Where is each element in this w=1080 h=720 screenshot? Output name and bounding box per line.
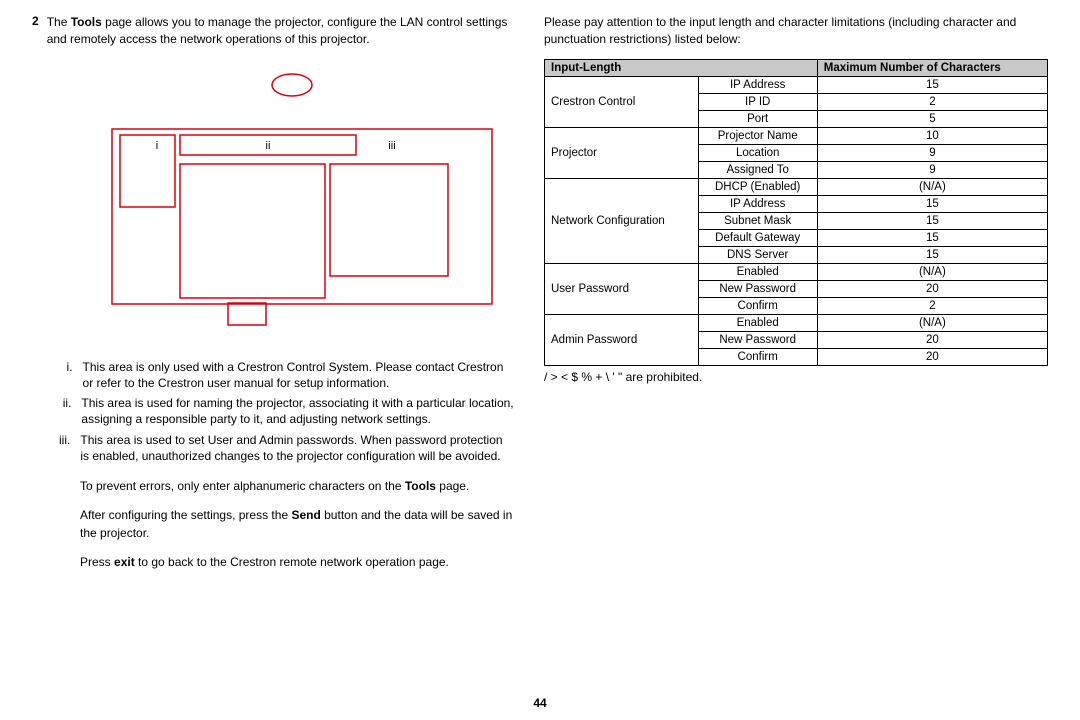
input-length-table: Input-Length Maximum Number of Character… xyxy=(544,59,1048,366)
max-cell: 15 xyxy=(817,229,1047,246)
field-cell: New Password xyxy=(698,331,817,348)
max-cell: 15 xyxy=(817,212,1047,229)
para-alphanumeric: To prevent errors, only enter alphanumer… xyxy=(80,478,514,495)
category-cell: Crestron Control xyxy=(545,76,699,127)
field-cell: IP ID xyxy=(698,93,817,110)
step-intro-text: The Tools page allows you to manage the … xyxy=(47,14,514,49)
max-cell: 20 xyxy=(817,331,1047,348)
max-cell: 9 xyxy=(817,144,1047,161)
max-cell: 5 xyxy=(817,110,1047,127)
step-intro: 2 The Tools page allows you to manage th… xyxy=(32,14,514,49)
table-row: Network ConfigurationDHCP (Enabled)(N/A) xyxy=(545,178,1048,195)
diagram-note: iii.This area is used to set User and Ad… xyxy=(56,432,514,464)
max-cell: 20 xyxy=(817,280,1047,297)
diagram-note: ii.This area is used for naming the proj… xyxy=(56,395,514,427)
field-cell: DNS Server xyxy=(698,246,817,263)
para-exit: Press exit to go back to the Crestron re… xyxy=(80,554,514,571)
max-cell: 9 xyxy=(817,161,1047,178)
diagram-note: i.This area is only used with a Crestron… xyxy=(56,359,514,391)
field-cell: IP Address xyxy=(698,195,817,212)
category-cell: Admin Password xyxy=(545,314,699,365)
page-number: 44 xyxy=(533,696,546,710)
category-cell: Projector xyxy=(545,127,699,178)
category-cell: Network Configuration xyxy=(545,178,699,263)
svg-text:ii: ii xyxy=(266,140,271,152)
category-cell: User Password xyxy=(545,263,699,314)
para-send: After configuring the settings, press th… xyxy=(80,507,514,542)
left-column: 2 The Tools page allows you to manage th… xyxy=(24,14,540,706)
diagram-notes-list: i.This area is only used with a Crestron… xyxy=(56,359,514,464)
right-column: Please pay attention to the input length… xyxy=(540,14,1056,706)
max-cell: 15 xyxy=(817,76,1047,93)
diagram-svg: iiiiii xyxy=(72,69,512,339)
header-max-chars: Maximum Number of Characters xyxy=(817,59,1047,76)
table-row: ProjectorProjector Name10 xyxy=(545,127,1048,144)
svg-text:i: i xyxy=(156,140,158,152)
max-cell: 2 xyxy=(817,297,1047,314)
max-cell: (N/A) xyxy=(817,178,1047,195)
field-cell: Confirm xyxy=(698,297,817,314)
field-cell: Location xyxy=(698,144,817,161)
max-cell: (N/A) xyxy=(817,314,1047,331)
field-cell: IP Address xyxy=(698,76,817,93)
field-cell: Assigned To xyxy=(698,161,817,178)
field-cell: Default Gateway xyxy=(698,229,817,246)
field-cell: New Password xyxy=(698,280,817,297)
table-row: Admin PasswordEnabled(N/A) xyxy=(545,314,1048,331)
max-cell: 20 xyxy=(817,348,1047,365)
limits-intro: Please pay attention to the input length… xyxy=(544,14,1048,49)
max-cell: (N/A) xyxy=(817,263,1047,280)
field-cell: Enabled xyxy=(698,263,817,280)
max-cell: 10 xyxy=(817,127,1047,144)
header-input-length: Input-Length xyxy=(545,59,818,76)
max-cell: 15 xyxy=(817,195,1047,212)
field-cell: DHCP (Enabled) xyxy=(698,178,817,195)
max-cell: 2 xyxy=(817,93,1047,110)
field-cell: Subnet Mask xyxy=(698,212,817,229)
field-cell: Enabled xyxy=(698,314,817,331)
prohibited-chars: / > < $ % + \ ' " are prohibited. xyxy=(544,370,1048,384)
field-cell: Confirm xyxy=(698,348,817,365)
step-number: 2 xyxy=(32,14,39,49)
field-cell: Projector Name xyxy=(698,127,817,144)
table-row: User PasswordEnabled(N/A) xyxy=(545,263,1048,280)
field-cell: Port xyxy=(698,110,817,127)
tools-page-diagram: iiiiii xyxy=(72,69,514,339)
max-cell: 15 xyxy=(817,246,1047,263)
limits-tbody: Crestron ControlIP Address15IP ID2Port5P… xyxy=(545,76,1048,365)
svg-text:iii: iii xyxy=(388,140,395,152)
table-row: Crestron ControlIP Address15 xyxy=(545,76,1048,93)
